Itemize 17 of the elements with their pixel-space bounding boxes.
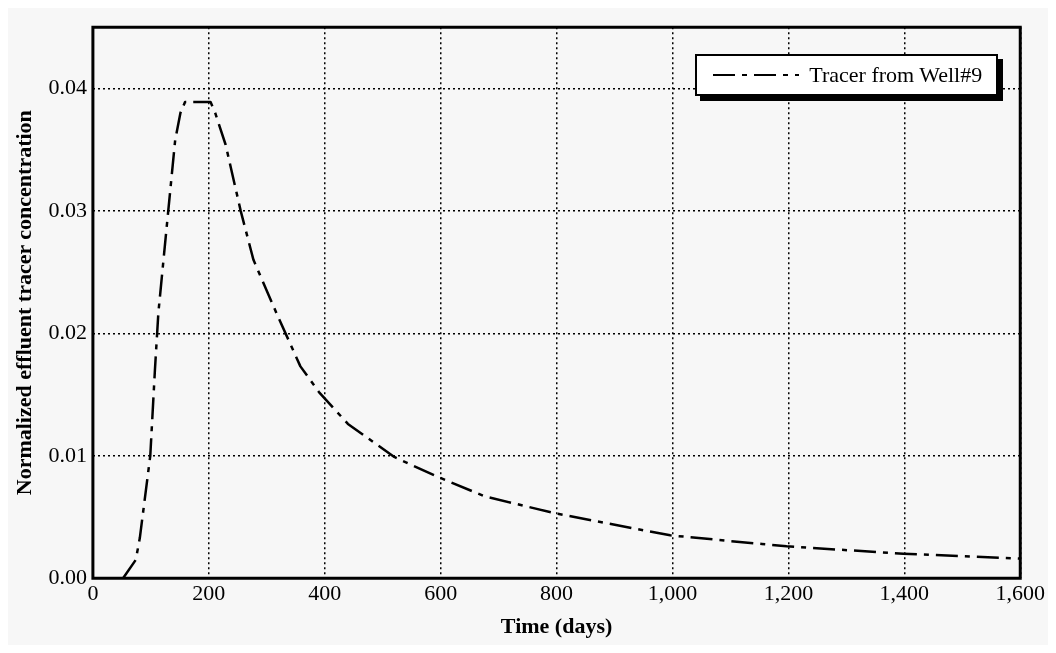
x-tick-label: 200 (192, 580, 226, 606)
y-tick-label: 0.02 (48, 319, 87, 345)
x-tick-label: 800 (540, 580, 574, 606)
legend-label: Tracer from Well#9 (809, 62, 983, 89)
x-tick-label: 1,400 (879, 580, 930, 606)
y-axis-title: Normalized effluent tracer concentration (10, 110, 36, 496)
x-tick-label: 0 (87, 580, 99, 606)
x-tick-label: 1,000 (647, 580, 698, 606)
y-tick-label: 0.04 (48, 74, 87, 100)
x-axis-title: Time (days) (500, 613, 613, 639)
y-tick-label: 0.01 (48, 441, 87, 467)
x-tick-label: 400 (308, 580, 342, 606)
y-tick-label: 0.00 (48, 563, 87, 589)
y-tick-label: 0.03 (48, 196, 87, 222)
x-tick-label: 1,200 (763, 580, 814, 606)
x-tick-label: 600 (424, 580, 458, 606)
x-tick-label: 1,600 (995, 580, 1045, 606)
